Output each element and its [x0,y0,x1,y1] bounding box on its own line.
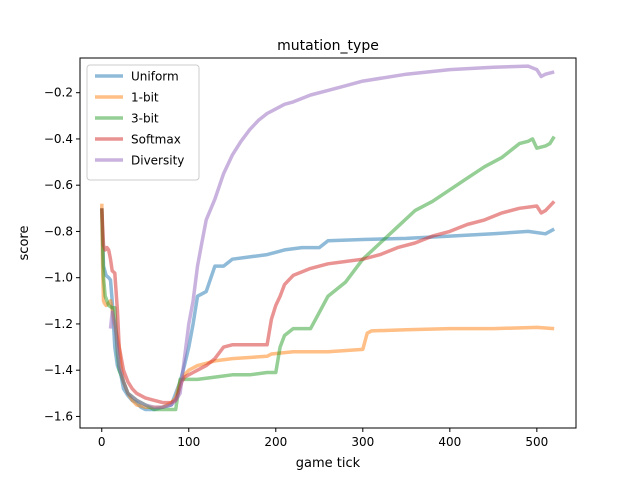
x-tick-label: 500 [525,435,548,449]
legend: Uniform 1-bit 3-bit Softmax Diversity [86,64,200,181]
x-tick-label: 200 [264,435,287,449]
legend-label: Uniform [131,70,179,84]
series-line-diversity [108,64,555,409]
legend-box [86,64,200,181]
x-axis-label: game tick [296,456,361,471]
legend-label: Softmax [131,133,181,147]
x-axis: 0 100 200 300 400 500 [98,428,548,449]
y-tick-label: −0.6 [44,178,73,192]
y-axis-label: score [17,226,32,261]
legend-label: Diversity [131,154,184,168]
y-tick-label: −0.8 [44,224,73,238]
x-tick-label: 300 [351,435,374,449]
x-tick-label: 400 [438,435,461,449]
chart-title: mutation_type [277,38,379,54]
x-tick-label: 100 [177,435,200,449]
y-tick-label: −0.2 [44,86,73,100]
y-tick-label: −0.4 [44,132,73,146]
y-tick-label: −1.2 [44,317,73,331]
series-line-softmax [100,200,556,405]
y-tick-label: −1.6 [44,409,73,423]
axes-frame [79,57,577,429]
legend-label: 1-bit [131,91,159,105]
legend-label: 3-bit [131,112,159,126]
plot-area [100,64,556,412]
y-tick-label: −1.0 [44,271,73,285]
y-tick-label: −1.4 [44,363,73,377]
y-axis: −1.6 −1.4 −1.2 −1.0 −0.8 −0.6 −0.4 −0.2 [44,86,80,423]
x-tick-label: 0 [98,435,106,449]
